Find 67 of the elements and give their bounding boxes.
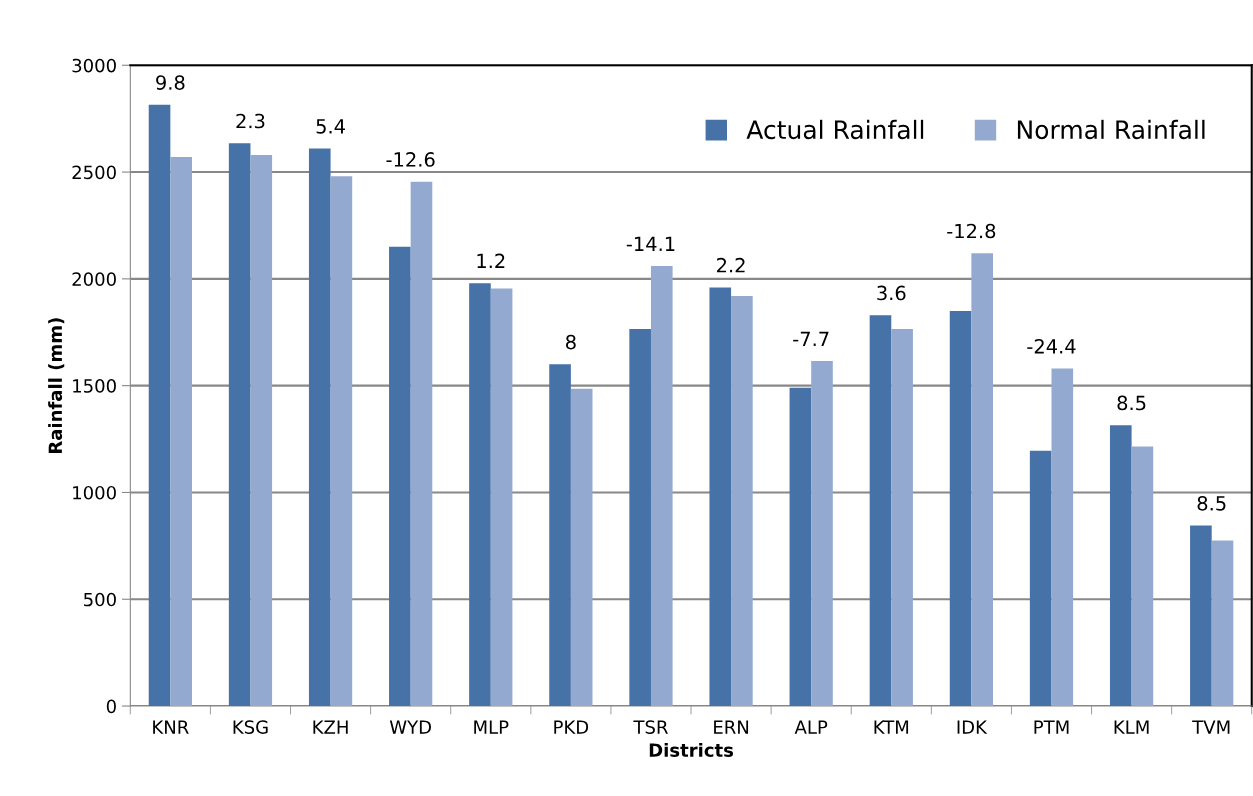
bar bbox=[869, 315, 892, 707]
x-tick-label: KTM bbox=[874, 720, 909, 734]
bar bbox=[709, 287, 732, 707]
bar bbox=[650, 266, 673, 707]
y-tick-label: 500 bbox=[84, 592, 116, 607]
annotation: 2.2 bbox=[717, 257, 745, 273]
bar bbox=[410, 181, 433, 707]
annotation: -7.7 bbox=[793, 331, 829, 346]
bar bbox=[570, 388, 593, 707]
bar bbox=[731, 295, 753, 707]
y-tick-label: 1000 bbox=[73, 485, 116, 500]
x-axis-title: Districts bbox=[649, 742, 734, 757]
y-tick-label: 1500 bbox=[73, 379, 116, 393]
annotation: -12.8 bbox=[947, 223, 996, 239]
x-tick-label: KLM bbox=[1114, 720, 1149, 734]
x-tick-label: ALP bbox=[794, 720, 828, 734]
legend-label: Normal Rainfall bbox=[1017, 119, 1205, 140]
bar bbox=[949, 310, 972, 707]
bar bbox=[971, 253, 994, 707]
bar bbox=[891, 329, 913, 707]
annotation: 3.6 bbox=[877, 285, 906, 301]
x-tick-label: KSG bbox=[233, 720, 268, 734]
bar bbox=[1131, 446, 1154, 707]
bar bbox=[330, 176, 353, 707]
bar bbox=[228, 143, 251, 707]
bar bbox=[389, 246, 411, 707]
bar bbox=[490, 288, 513, 707]
bar bbox=[789, 387, 812, 707]
bar bbox=[170, 157, 192, 707]
x-tick-label: KZH bbox=[313, 720, 348, 734]
bar bbox=[148, 104, 171, 707]
annotation: -12.6 bbox=[386, 152, 435, 167]
annotation: 8.5 bbox=[1197, 495, 1226, 511]
bar bbox=[1029, 450, 1052, 707]
y-axis-title: Rainfall (mm) bbox=[48, 318, 65, 453]
x-tick-label: PTM bbox=[1034, 720, 1069, 734]
annotation: 2.3 bbox=[236, 113, 265, 129]
x-tick-label: TVM bbox=[1192, 720, 1230, 734]
bar bbox=[250, 154, 273, 707]
annotation: 1.2 bbox=[477, 253, 505, 268]
x-tick-label: TSR bbox=[633, 720, 668, 734]
bar bbox=[549, 364, 571, 707]
annotation: 8.5 bbox=[1117, 395, 1146, 411]
annotation: 9.8 bbox=[156, 75, 185, 90]
x-tick-label: KNR bbox=[153, 720, 189, 734]
bar bbox=[1051, 368, 1074, 707]
bar bbox=[1190, 525, 1212, 707]
bar bbox=[1109, 425, 1132, 707]
y-tick-label: 2500 bbox=[72, 165, 116, 180]
bar bbox=[1211, 540, 1234, 707]
y-tick-label: 3000 bbox=[72, 58, 116, 73]
annotation: 5.4 bbox=[316, 119, 345, 134]
y-tick-label: 0 bbox=[106, 699, 116, 714]
x-tick-label: IDK bbox=[957, 720, 988, 734]
x-tick-label: PKD bbox=[554, 720, 589, 734]
bar bbox=[308, 148, 331, 707]
x-tick-label: ERN bbox=[714, 720, 749, 734]
y-tick-label: 2000 bbox=[72, 272, 116, 286]
bar bbox=[469, 283, 491, 707]
annotation: -24.4 bbox=[1027, 338, 1076, 354]
legend-label: Actual Rainfall bbox=[746, 119, 924, 140]
x-tick-label: WYD bbox=[389, 720, 431, 734]
annotation: 8 bbox=[566, 334, 576, 350]
bar bbox=[629, 329, 651, 707]
annotation: -14.1 bbox=[626, 236, 675, 251]
bar bbox=[811, 361, 833, 707]
x-tick-label: MLP bbox=[474, 720, 509, 734]
